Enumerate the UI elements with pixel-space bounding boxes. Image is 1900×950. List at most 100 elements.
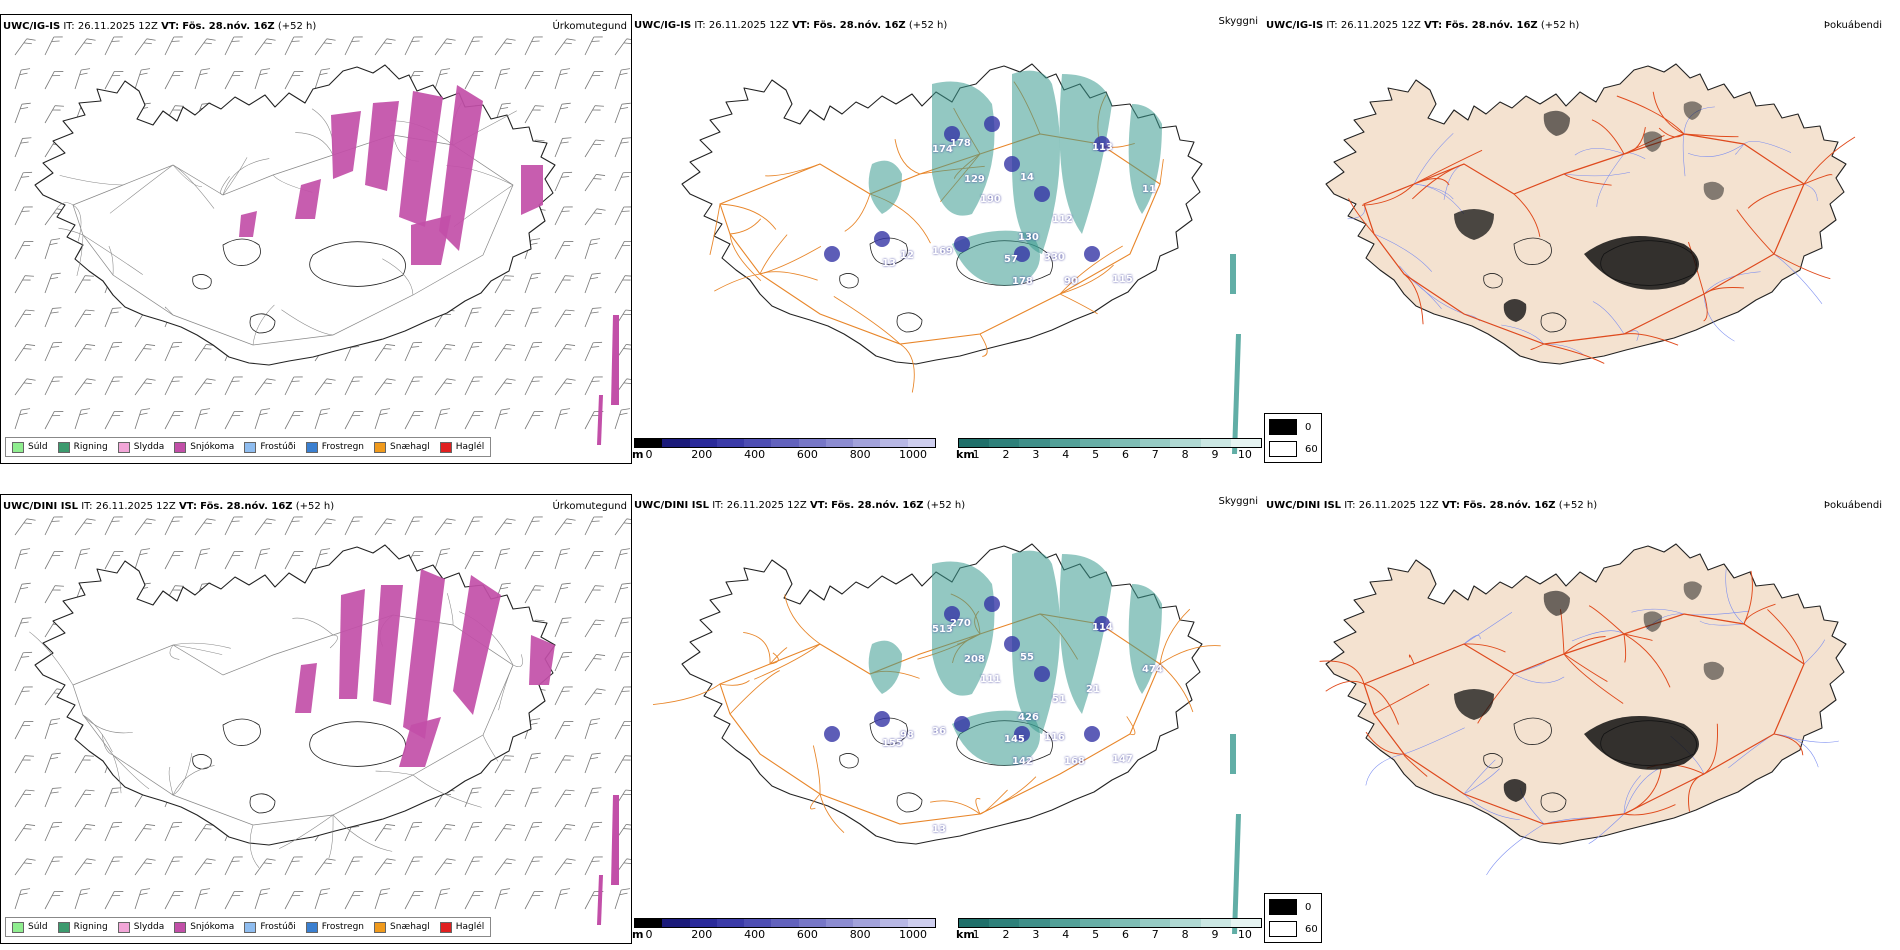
fog-key-swatch xyxy=(1269,899,1297,915)
fog-key-item: 0 xyxy=(1269,419,1311,435)
visibility-value-label: 174 xyxy=(932,144,953,155)
precip-map-row2 xyxy=(14,516,631,925)
visibility-map-row1 xyxy=(681,63,1241,454)
legend-swatch xyxy=(117,921,130,933)
visibility-value-label: 114 xyxy=(1092,622,1113,633)
colorbar-tick: 5 xyxy=(1092,928,1100,941)
colorbar-tick: 4 xyxy=(1062,928,1070,941)
precip-type-panel-row2: UWC/DINI ISL IT: 26.11.2025 12Z VT: Fös.… xyxy=(0,494,632,944)
legend-item-súld: Súld xyxy=(12,921,48,933)
fog-key-item: 60 xyxy=(1269,921,1318,937)
legend-swatch xyxy=(12,921,24,933)
visibility-value-label: 513 xyxy=(932,624,953,635)
legend-item-rigning: Rigning xyxy=(57,441,108,453)
legend-swatch xyxy=(244,921,257,933)
legend-item-haglél: Haglél xyxy=(439,441,484,453)
colorbar-tick: 5 xyxy=(1092,448,1100,461)
legend-item-slydda: Slydda xyxy=(117,441,165,453)
colorbar-unit: km xyxy=(956,448,975,461)
fog-key-row1: 0 60 xyxy=(1264,413,1322,463)
colorbar-tick: 4 xyxy=(1062,448,1070,461)
visibility-value-label: 13 xyxy=(882,258,896,269)
legend-item-slydda: Slydda xyxy=(117,921,165,933)
colorbar-tick: 400 xyxy=(744,448,766,461)
colorbar-tick: 200 xyxy=(691,448,713,461)
visibility-value-label: 474 xyxy=(1142,664,1163,675)
colorbar-tick: 400 xyxy=(744,928,766,941)
legend-label: Frostúði xyxy=(260,442,296,452)
colorbar-tick: 800 xyxy=(849,448,871,461)
legend-item-frostúði: Frostúði xyxy=(244,921,296,933)
visibility-value-label: 270 xyxy=(950,618,971,629)
visibility-value-label: 155 xyxy=(882,738,903,749)
colorbar-tick: 2 xyxy=(1002,928,1010,941)
panel-header: UWC/DINI ISL IT: 26.11.2025 12Z VT: Fös.… xyxy=(1266,500,1598,511)
legend-item-snjókoma: Snjókoma xyxy=(174,921,235,933)
precip-legend: Súld Rigning Slydda Snjókoma Frostúði Frostre… xyxy=(5,917,492,937)
fog-panel-row2: UWC/DINI ISL IT: 26.11.2025 12Z VT: Fös.… xyxy=(1264,494,1900,944)
legend-item-frostúði: Frostúði xyxy=(244,441,296,453)
colorbar-tick: 8 xyxy=(1181,928,1189,941)
legend-label: Slydda xyxy=(133,442,165,452)
legend-label: Rigning xyxy=(73,922,108,932)
visibility-colorbar-row1: km 1 2 3 4 5 6 7 8 9 10 xyxy=(956,438,1262,461)
legend-label: Snæhagl xyxy=(390,922,430,932)
fog-key-label: 60 xyxy=(1305,443,1318,455)
legend-swatch xyxy=(174,921,187,933)
visibility-value-label: 130 xyxy=(1018,232,1039,243)
colorbar-tick: 1000 xyxy=(899,928,927,941)
panel-title: Skyggni xyxy=(1218,16,1258,27)
colorbar-tick: 6 xyxy=(1121,448,1129,461)
legend-item-snæhagl: Snæhagl xyxy=(374,921,430,933)
colorbar-tick: 0 xyxy=(645,448,653,461)
visibility-value-label: 168 xyxy=(1064,756,1085,767)
legend-label: Frostúði xyxy=(260,922,296,932)
legend-label: Snjókoma xyxy=(190,922,235,932)
legend-item-snjókoma: Snjókoma xyxy=(174,441,235,453)
fog-key-label: 60 xyxy=(1305,923,1318,935)
legend-swatch xyxy=(12,441,24,453)
colorbar-tick: 6 xyxy=(1121,928,1129,941)
panel-header: UWC/DINI ISL IT: 26.11.2025 12Z VT: Fös.… xyxy=(634,500,966,511)
colorbar-strip xyxy=(634,438,936,448)
colorbar-tick: 200 xyxy=(691,928,713,941)
visibility-value-label: 112 xyxy=(1052,214,1073,225)
fog-key-item: 0 xyxy=(1269,899,1311,915)
visibility-value-label: 129 xyxy=(964,174,985,185)
colorbar-strip xyxy=(634,918,936,928)
panel-title: Úrkomutegund xyxy=(552,501,627,512)
ceiling-colorbar-row1: m 0 200 400 600 800 1000 xyxy=(632,438,936,461)
precip-legend: Súld Rigning Slydda Snjókoma Frostúði Frostre… xyxy=(5,437,492,457)
fog-key-swatch xyxy=(1269,921,1297,937)
legend-label: Slydda xyxy=(133,922,165,932)
legend-item-súld: Súld xyxy=(12,441,48,453)
visibility-value-label: 21 xyxy=(1086,684,1100,695)
legend-swatch xyxy=(374,441,387,453)
colorbar-unit: m xyxy=(632,928,644,941)
legend-label: Snjókoma xyxy=(190,442,235,452)
panel-header: UWC/IG-IS IT: 26.11.2025 12Z VT: Fös. 28… xyxy=(634,20,948,31)
visibility-value-label: 111 xyxy=(980,674,1001,685)
legend-swatch xyxy=(305,441,318,453)
legend-swatch xyxy=(174,441,187,453)
panel-header: UWC/DINI ISL IT: 26.11.2025 12Z VT: Fös.… xyxy=(3,501,335,512)
colorbar-tick: 9 xyxy=(1211,928,1219,941)
fog-key-label: 0 xyxy=(1305,901,1312,913)
fog-panel-row1: UWC/IG-IS IT: 26.11.2025 12Z VT: Fös. 28… xyxy=(1264,14,1900,464)
visibility-value-label: 113 xyxy=(1092,142,1113,153)
visibility-value-label: 330 xyxy=(1044,252,1065,263)
visibility-value-label: 426 xyxy=(1018,712,1039,723)
colorbar-tick: 3 xyxy=(1032,928,1040,941)
precip-map-row1 xyxy=(14,36,631,445)
ceiling-colorbar-row2: m 0 200 400 600 800 1000 xyxy=(632,918,936,941)
legend-label: Súld xyxy=(28,442,48,452)
panel-title: Skyggni xyxy=(1218,496,1258,507)
visibility-value-label: 57 xyxy=(1004,254,1018,265)
visibility-value-label: 147 xyxy=(1112,754,1133,765)
legend-label: Snæhagl xyxy=(390,442,430,452)
colorbar-unit: km xyxy=(956,928,975,941)
colorbar-strip xyxy=(958,918,1262,928)
colorbar-tick: 800 xyxy=(849,928,871,941)
legend-label: Haglél xyxy=(455,922,485,932)
legend-swatch xyxy=(57,441,70,453)
